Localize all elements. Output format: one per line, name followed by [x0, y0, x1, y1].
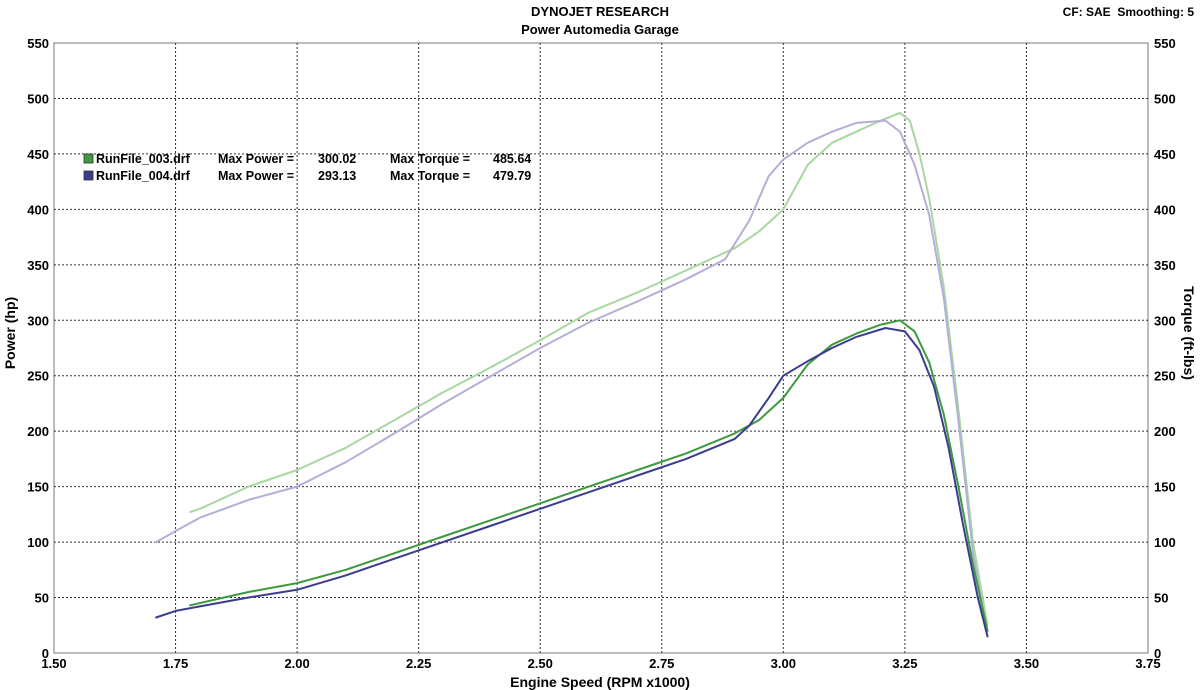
plot-area	[54, 43, 1148, 653]
y-right-tick-label: 450	[1154, 147, 1176, 162]
legend-maxtorque-label-run003: Max Torque =	[390, 152, 470, 166]
legend-maxpower-label-run003: Max Power =	[218, 152, 294, 166]
legend-maxpower-value-run003: 300.02	[318, 152, 356, 166]
legend-maxtorque-label-run004: Max Torque =	[390, 169, 470, 183]
x-tick-label: 3.00	[771, 656, 796, 671]
y-right-tick-label: 250	[1154, 369, 1176, 384]
legend-maxtorque-value-run003: 485.64	[493, 152, 531, 166]
y-right-tick-labels: 0 50 100 150 200 250 300 350 400 450 500 550	[1154, 36, 1176, 661]
y-right-tick-label: 50	[1154, 591, 1168, 606]
legend-file-run003: RunFile_003.drf	[96, 152, 191, 166]
legend-maxtorque-value-run004: 479.79	[493, 169, 531, 183]
y-left-axis-label: Power (hp)	[2, 297, 18, 369]
x-axis-label: Engine Speed (RPM x1000)	[510, 674, 690, 690]
x-tick-label: 3.50	[1014, 656, 1039, 671]
y-left-tick-label: 550	[27, 36, 49, 51]
y-left-tick-label: 250	[27, 369, 49, 384]
y-right-axis-label: Torque (ft-lbs)	[1181, 286, 1197, 380]
y-left-tick-label: 50	[35, 591, 49, 606]
correction-smoothing-info: CF: SAE Smoothing: 5	[1063, 5, 1195, 19]
chart-subtitle: Power Automedia Garage	[521, 22, 679, 37]
y-right-tick-label: 550	[1154, 36, 1176, 51]
legend-file-run004: RunFile_004.drf	[96, 169, 191, 183]
legend-swatch-run004	[84, 171, 93, 180]
y-left-tick-label: 0	[42, 646, 49, 661]
x-tick-label: 2.75	[649, 656, 674, 671]
x-tick-label: 2.25	[406, 656, 431, 671]
y-left-tick-label: 150	[27, 480, 49, 495]
x-tick-labels: 1.50 1.75 2.00 2.25 2.50 2.75 3.00 3.25 3.50 3.75	[41, 656, 1160, 671]
y-right-tick-label: 500	[1154, 91, 1176, 106]
y-left-tick-label: 350	[27, 258, 49, 273]
y-right-tick-label: 0	[1154, 646, 1161, 661]
legend-maxpower-value-run004: 293.13	[318, 169, 356, 183]
y-right-tick-label: 300	[1154, 313, 1176, 328]
x-tick-label: 3.25	[892, 656, 917, 671]
chart-title: DYNOJET RESEARCH	[531, 4, 669, 19]
y-right-tick-label: 400	[1154, 202, 1176, 217]
y-right-tick-label: 100	[1154, 535, 1176, 550]
y-left-tick-label: 100	[27, 535, 49, 550]
y-left-tick-labels: 0 50 100 150 200 250 300 350 400 450 500 550	[27, 36, 49, 661]
y-left-tick-label: 400	[27, 202, 49, 217]
legend-maxpower-label-run004: Max Power =	[218, 169, 294, 183]
y-left-tick-label: 500	[27, 91, 49, 106]
dyno-chart: DYNOJET RESEARCH Power Automedia Garage …	[0, 0, 1200, 690]
y-right-tick-label: 350	[1154, 258, 1176, 273]
y-left-tick-label: 300	[27, 313, 49, 328]
y-right-tick-label: 200	[1154, 424, 1176, 439]
y-left-tick-label: 450	[27, 147, 49, 162]
y-left-tick-label: 200	[27, 424, 49, 439]
x-tick-label: 2.00	[284, 656, 309, 671]
x-tick-label: 2.50	[528, 656, 553, 671]
legend-swatch-run003	[84, 154, 93, 163]
y-right-tick-label: 150	[1154, 480, 1176, 495]
x-tick-label: 1.75	[163, 656, 188, 671]
